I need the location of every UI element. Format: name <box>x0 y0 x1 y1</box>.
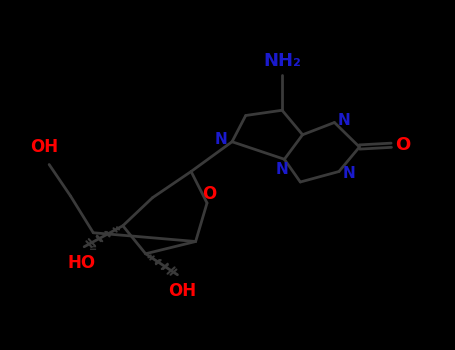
Text: OH: OH <box>30 138 59 156</box>
Text: N: N <box>343 166 355 181</box>
Text: O: O <box>395 136 410 154</box>
Text: OH: OH <box>168 281 196 300</box>
Text: NH₂: NH₂ <box>263 52 301 70</box>
Text: N: N <box>214 133 227 147</box>
Text: N: N <box>276 162 288 177</box>
Text: O: O <box>202 185 217 203</box>
Text: ≡: ≡ <box>89 244 97 253</box>
Text: HO: HO <box>68 253 96 272</box>
Text: N: N <box>338 113 351 128</box>
